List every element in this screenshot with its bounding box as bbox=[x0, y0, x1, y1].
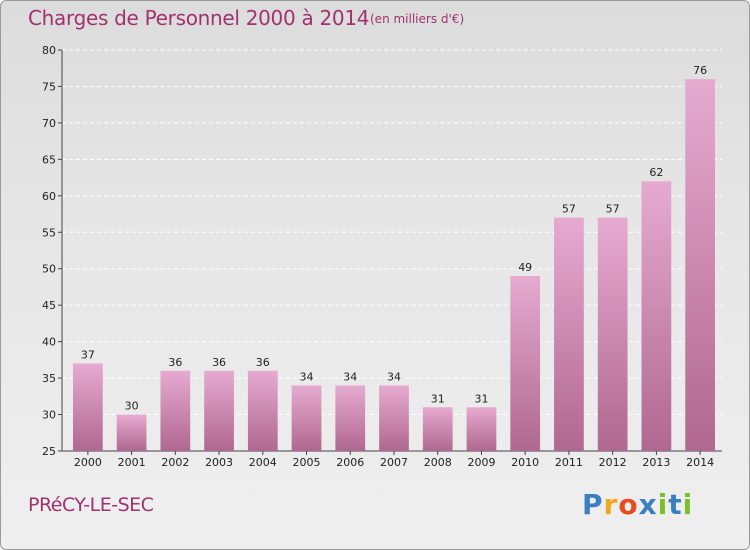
x-tick-label-2004: 2004 bbox=[249, 456, 277, 469]
y-tick-label: 30 bbox=[42, 409, 56, 422]
data-label-2012: 57 bbox=[606, 203, 620, 216]
y-tick-label: 35 bbox=[42, 372, 56, 385]
data-label-2014: 76 bbox=[693, 64, 707, 77]
y-tick-label: 55 bbox=[42, 226, 56, 239]
x-tick-label-2012: 2012 bbox=[599, 456, 627, 469]
logo-letter: r bbox=[603, 488, 619, 521]
x-tick-label-2008: 2008 bbox=[424, 456, 452, 469]
logo-letter: P bbox=[582, 488, 604, 521]
bar-2001 bbox=[116, 414, 147, 451]
data-labels: 37 30 36 36 36 34 34 34 31 31 49 57 57 62 76 bbox=[81, 64, 707, 412]
y-tick-label: 70 bbox=[42, 117, 56, 130]
chart-title: Charges de Personnel 2000 à 2014 bbox=[28, 6, 370, 30]
y-tick-label: 60 bbox=[42, 190, 56, 203]
logo-letter: i bbox=[657, 488, 669, 521]
x-tick-label-2005: 2005 bbox=[293, 456, 321, 469]
y-tick-label: 45 bbox=[42, 299, 56, 312]
x-tick-label-2013: 2013 bbox=[642, 456, 670, 469]
x-tick-label-2007: 2007 bbox=[380, 456, 408, 469]
x-tick-label-2010: 2010 bbox=[511, 456, 539, 469]
data-label-2011: 57 bbox=[562, 203, 576, 216]
x-tick-label-2011: 2011 bbox=[555, 456, 583, 469]
bar-2014 bbox=[685, 79, 716, 451]
bar-2000 bbox=[72, 363, 103, 451]
axes: 25 30 35 40 45 50 55 60 65 70 75 80 2000 2001 2002 2003… bbox=[42, 44, 722, 469]
data-label-2005: 34 bbox=[300, 370, 314, 383]
data-label-2007: 34 bbox=[387, 370, 401, 383]
y-tick-label: 65 bbox=[42, 153, 56, 166]
x-tick-label-2001: 2001 bbox=[118, 456, 146, 469]
bar-2005 bbox=[291, 385, 322, 451]
bar-2011 bbox=[554, 217, 584, 451]
bar-2010 bbox=[510, 276, 541, 451]
logo-letter: o bbox=[618, 488, 639, 521]
data-label-2001: 30 bbox=[125, 400, 139, 413]
data-label-2004: 36 bbox=[256, 356, 270, 369]
data-label-2013: 62 bbox=[649, 166, 663, 179]
x-tick-label-2006: 2006 bbox=[336, 456, 364, 469]
x-tick-label-2009: 2009 bbox=[467, 456, 495, 469]
logo-letter: x bbox=[638, 488, 658, 521]
y-tick-label: 75 bbox=[42, 80, 56, 93]
bar-2013 bbox=[641, 181, 672, 451]
bar-2007 bbox=[379, 385, 409, 451]
logo-letter: i bbox=[682, 488, 694, 521]
x-tick-label-2003: 2003 bbox=[205, 456, 233, 469]
x-tick-label-2000: 2000 bbox=[74, 456, 102, 469]
data-label-2003: 36 bbox=[212, 356, 226, 369]
bar-2009 bbox=[466, 407, 497, 451]
data-label-2010: 49 bbox=[518, 261, 532, 274]
commune-name: PRéCY-LE-SEC bbox=[28, 494, 154, 516]
y-tick-label: 50 bbox=[42, 263, 56, 276]
y-tick-label: 25 bbox=[42, 445, 56, 458]
logo-letter: t bbox=[668, 488, 683, 521]
bar-2004 bbox=[247, 370, 278, 451]
data-label-2009: 31 bbox=[474, 392, 488, 405]
bar-2006 bbox=[335, 385, 366, 451]
bar-2012 bbox=[597, 217, 628, 451]
data-label-2008: 31 bbox=[431, 392, 445, 405]
bars bbox=[72, 79, 716, 451]
x-tick-label-2002: 2002 bbox=[161, 456, 189, 469]
y-tick-label: 80 bbox=[42, 44, 56, 57]
x-tick-label-2014: 2014 bbox=[686, 456, 714, 469]
data-label-2000: 37 bbox=[81, 349, 95, 362]
data-label-2006: 34 bbox=[343, 370, 357, 383]
bar-2008 bbox=[422, 407, 453, 451]
bar-2002 bbox=[160, 370, 191, 451]
bar-2003 bbox=[204, 370, 234, 451]
proxiti-logo: Proxiti bbox=[582, 488, 693, 521]
y-tick-label: 40 bbox=[42, 336, 56, 349]
chart-subtitle: (en milliers d'€) bbox=[370, 12, 465, 26]
data-label-2002: 36 bbox=[168, 356, 182, 369]
